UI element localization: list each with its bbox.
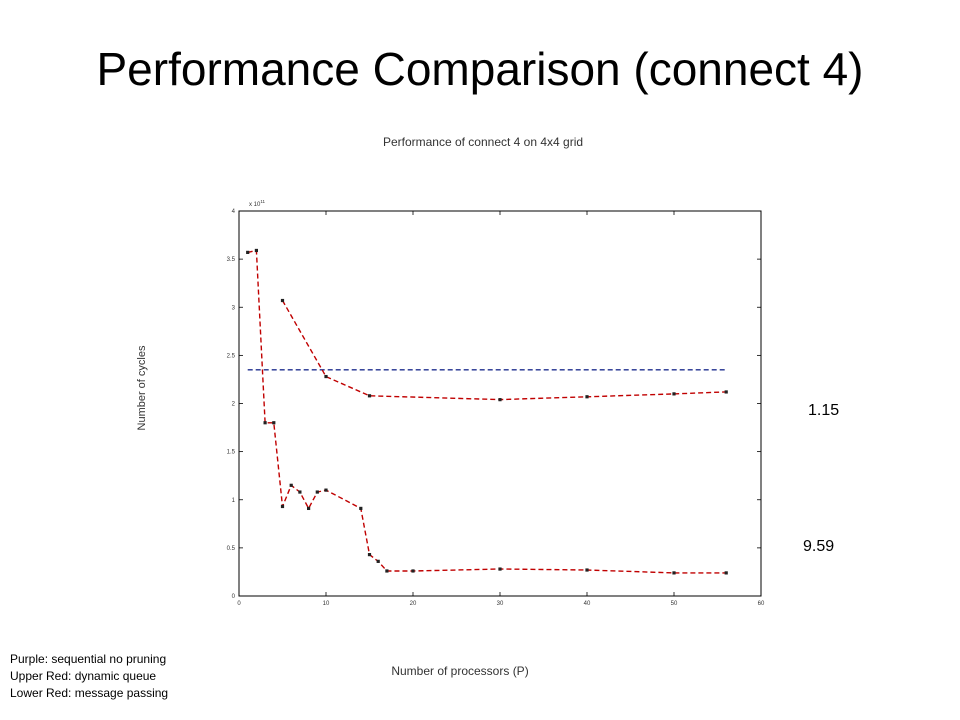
data-point — [411, 569, 415, 573]
data-point — [298, 490, 302, 494]
data-point — [498, 398, 502, 402]
data-point — [724, 571, 728, 575]
data-point — [585, 395, 589, 399]
y-tick-label: 0.5 — [227, 546, 236, 552]
x-tick-label: 50 — [671, 601, 678, 607]
speedup-annotation-upper: 1.15 — [808, 402, 840, 419]
legend-note-upper-red: Upper Red: dynamic queue — [10, 669, 157, 683]
y-tick-label: 3 — [232, 305, 236, 311]
data-point — [367, 394, 372, 398]
x-tick-label: 0 — [237, 601, 241, 607]
data-point — [280, 504, 285, 509]
y-tick-label: 0 — [232, 594, 236, 600]
data-point — [254, 248, 258, 253]
slide-title: Performance Comparison (connect 4) — [96, 43, 864, 95]
data-point — [272, 421, 276, 425]
y-tick-label: 2 — [232, 402, 236, 408]
legend-note: Purple: sequential no pruning Upper Red:… — [10, 651, 168, 702]
axis-ticks: 0 10 20 30 40 50 60 0 0.5 1 1.5 2 2.5 3 3.5 4 — [227, 209, 765, 607]
data-point — [585, 568, 589, 572]
data-point — [307, 506, 311, 511]
legend-note-purple: Purple: sequential no pruning — [10, 652, 167, 666]
x-tick-label: 20 — [410, 601, 417, 607]
y-tick-label: 1.5 — [227, 450, 236, 456]
data-point — [263, 421, 267, 425]
data-point — [324, 488, 328, 492]
data-point — [385, 569, 389, 573]
data-point — [672, 392, 676, 396]
data-point — [246, 250, 250, 254]
chart-title: Performance of connect 4 on 4x4 grid — [382, 135, 584, 149]
x-tick-label: 10 — [323, 601, 330, 607]
x-axis-label: Number of processors (P) — [391, 664, 529, 678]
data-point — [724, 390, 728, 394]
data-point — [359, 506, 363, 511]
series-layer — [246, 248, 728, 575]
legend-note-lower-red: Lower Red: message passing — [10, 686, 169, 700]
data-point — [289, 483, 293, 487]
data-point — [324, 374, 328, 379]
y-tick-label: 2.5 — [227, 353, 236, 359]
data-point — [672, 571, 676, 575]
plot-area — [238, 210, 762, 597]
y-tick-label: 3.5 — [227, 257, 236, 263]
data-point — [376, 559, 380, 563]
data-point — [498, 567, 502, 571]
data-point — [315, 490, 319, 494]
y-tick-label: 4 — [232, 209, 236, 215]
x-tick-label: 60 — [758, 601, 765, 607]
data-point — [367, 553, 372, 557]
x-tick-label: 40 — [584, 601, 591, 607]
x-tick-label: 30 — [497, 601, 504, 607]
data-point — [280, 298, 285, 303]
speedup-annotation-lower: 9.59 — [803, 538, 835, 555]
y-tick-label: 1 — [232, 498, 236, 504]
y-multiplier: x 1011 — [249, 199, 266, 208]
